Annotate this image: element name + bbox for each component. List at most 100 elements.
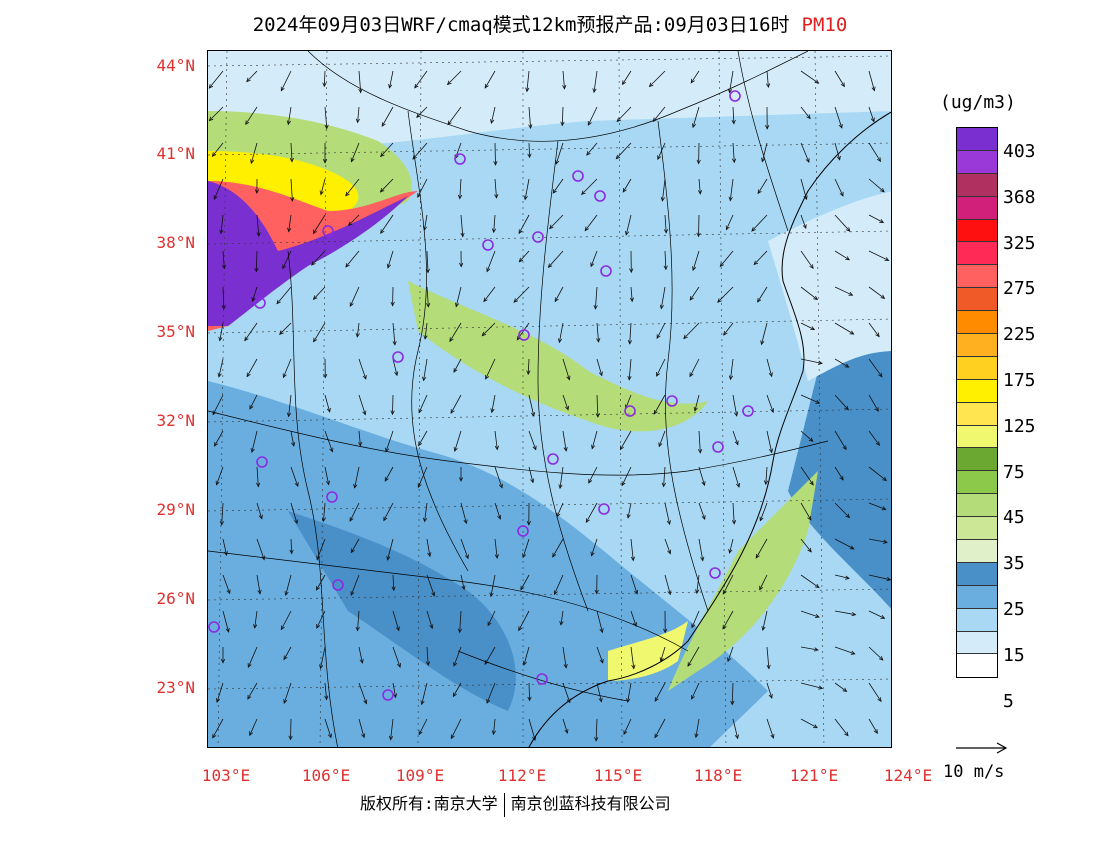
wind-arrow-icon <box>323 70 326 87</box>
wind-arrow-icon <box>426 286 429 307</box>
wind-arrow-icon <box>283 358 292 378</box>
wind-arrow-icon <box>698 502 706 520</box>
wind-arrowhead-icon <box>803 195 808 201</box>
wind-arrowhead-icon <box>621 481 626 487</box>
wind-arrowhead-icon <box>629 297 634 303</box>
wind-arrowhead-icon <box>667 549 672 555</box>
wind-arrowhead-icon <box>560 121 565 127</box>
wind-arrowhead-icon <box>766 664 771 670</box>
wind-arrowhead-icon <box>388 83 393 89</box>
wind-arrow-icon <box>630 610 637 627</box>
station-circle-icon <box>382 689 394 701</box>
yellow-sea <box>768 191 891 381</box>
wind-arrowhead-icon <box>450 734 455 740</box>
wind-arrow-icon <box>423 358 428 381</box>
wind-arrowhead-icon <box>522 661 527 666</box>
wind-arrow-icon <box>800 106 811 119</box>
wind-arrowhead-icon <box>326 407 331 413</box>
wind-arrow-icon <box>392 358 398 376</box>
wind-arrow-icon <box>664 214 667 233</box>
lat-lon-grid <box>208 51 891 747</box>
legend-swatch <box>957 288 997 312</box>
wind-arrowhead-icon <box>453 368 458 373</box>
copyright-footer: 版权所有:南京大学 南京创蓝科技有限公司 <box>360 790 671 817</box>
wind-arrowhead-icon <box>814 614 820 618</box>
wind-arrow-icon <box>559 466 564 489</box>
wind-arrowhead-icon <box>391 586 396 592</box>
lon-label-109: 109°E <box>395 766 445 785</box>
wind-arrowhead-icon <box>695 589 700 595</box>
wind-arrow-icon <box>244 322 258 341</box>
wind-arrowhead-icon <box>554 297 559 303</box>
wind-arrowhead-icon <box>485 374 490 380</box>
wind-arrowhead-icon <box>622 187 627 193</box>
wind-arrow-icon <box>834 142 841 160</box>
wind-arrowhead-icon <box>532 736 537 741</box>
wind-arrowhead-icon <box>562 84 567 90</box>
legend-swatch <box>957 311 997 335</box>
wind-arrowhead-icon <box>484 660 489 666</box>
wind-arrow-icon <box>316 538 326 560</box>
legend-label: 368 <box>1003 186 1036 208</box>
wind-arrowhead-icon <box>877 697 882 703</box>
forecast-map <box>207 50 892 748</box>
wind-arrowhead-icon <box>878 372 883 378</box>
wind-arrowhead-icon <box>547 263 553 268</box>
wind-arrowhead-icon <box>884 257 890 261</box>
legend-swatch <box>957 448 997 472</box>
province-borders <box>208 51 829 747</box>
wind-arrowhead-icon <box>654 697 659 702</box>
wind-arrowhead-icon <box>363 699 368 705</box>
wind-arrow-icon <box>868 106 875 122</box>
wind-arrow-icon <box>528 718 536 741</box>
wind-arrowhead-icon <box>417 483 422 489</box>
wind-arrow-icon <box>591 430 598 449</box>
wind-arrowhead-icon <box>455 302 460 308</box>
wind-arrow-icon <box>519 250 530 263</box>
wind-arrow-icon <box>731 682 734 705</box>
wind-arrowhead-icon <box>246 372 251 378</box>
wind-arrow-icon <box>418 394 428 413</box>
wind-arrowhead-icon <box>581 190 586 196</box>
wind-arrow-icon <box>450 718 462 739</box>
wind-arrowhead-icon <box>722 589 727 595</box>
wind-arrow-icon <box>766 358 773 377</box>
wind-arrow-icon <box>562 646 567 668</box>
wind-arrow-icon <box>426 610 433 629</box>
wind-arrowhead-icon <box>761 626 766 632</box>
wind-arrowhead-icon <box>518 257 524 263</box>
wind-arrow-icon <box>380 214 394 234</box>
wind-arrowhead-icon <box>294 482 299 488</box>
wind-arrow-icon <box>766 682 773 699</box>
wind-arrow-icon <box>256 574 261 594</box>
wind-arrowhead-icon <box>355 626 360 632</box>
wind-arrow-icon <box>730 358 734 380</box>
wind-arrow-icon <box>727 646 734 662</box>
wind-arrowhead-icon <box>656 372 660 377</box>
wind-arrowhead-icon <box>420 700 425 706</box>
wind-arrowhead-icon <box>361 733 366 739</box>
wind-arrowhead-icon <box>728 375 734 381</box>
wind-arrowhead-icon <box>690 78 695 84</box>
wind-arrowhead-icon <box>818 360 823 365</box>
wind-arrow-icon <box>528 394 535 417</box>
wind-arrow-icon <box>593 70 598 93</box>
wind-arrowhead-icon <box>660 196 665 202</box>
wind-arrow-icon <box>834 682 847 692</box>
station-circle-icon <box>712 441 724 453</box>
wind-arrowhead-icon <box>422 226 428 232</box>
wind-arrow-icon <box>350 574 360 596</box>
wind-arrow-icon <box>561 106 564 126</box>
wind-arrowhead-icon <box>494 193 499 199</box>
wind-arrow-icon <box>751 214 768 232</box>
wind-arrow-icon <box>562 430 567 451</box>
wind-arrow-icon <box>255 250 258 272</box>
wind-arrowhead-icon <box>770 408 774 414</box>
wind-arrowhead-icon <box>878 656 884 661</box>
wind-arrow-icon <box>658 430 666 447</box>
wind-arrow-icon <box>486 250 496 272</box>
wind-arrow-icon <box>418 430 428 446</box>
wind-arrowhead-icon <box>247 663 252 669</box>
wind-arrow-icon <box>732 502 735 524</box>
wind-arrowhead-icon <box>851 612 857 617</box>
